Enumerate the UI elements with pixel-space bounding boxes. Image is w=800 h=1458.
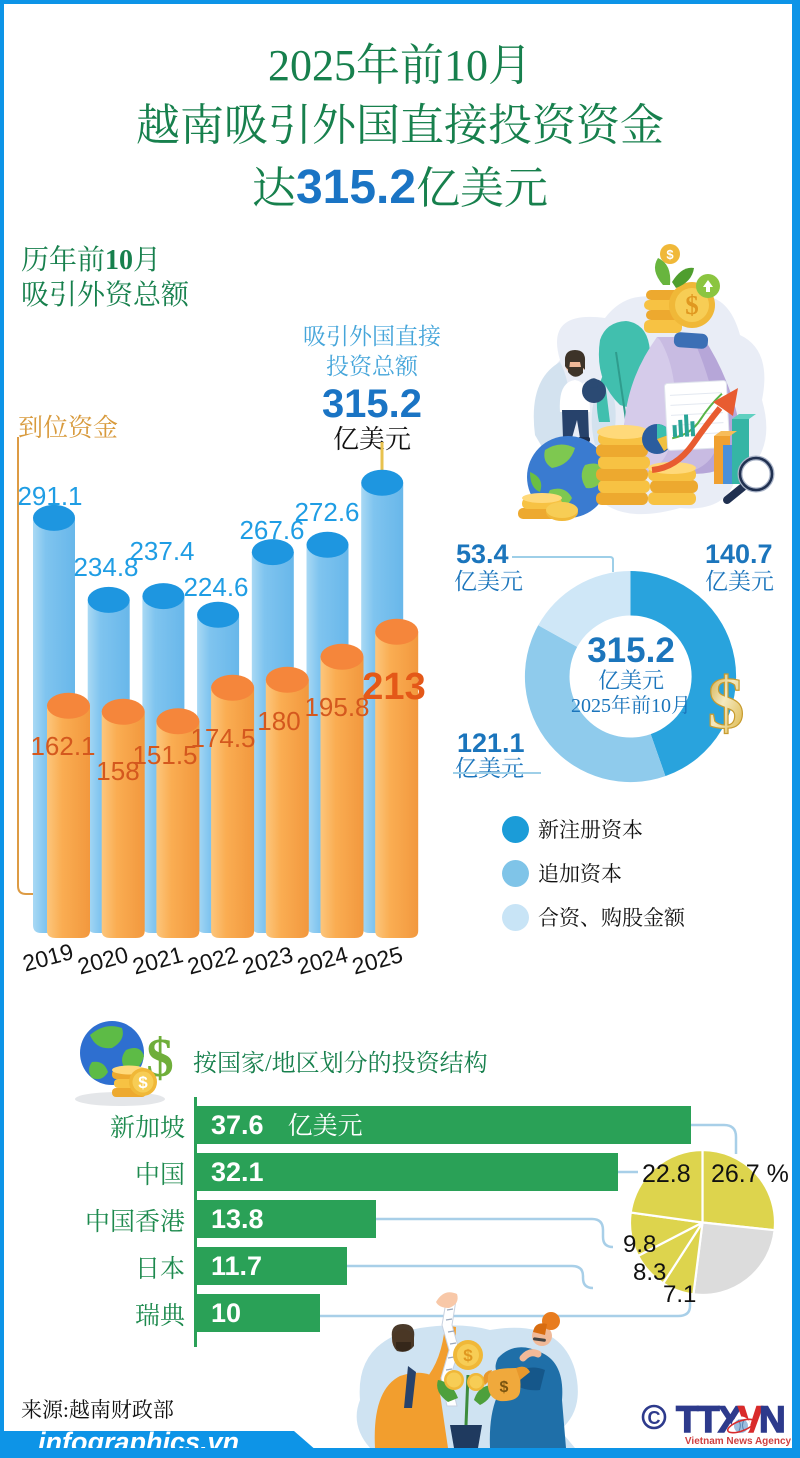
svg-text:C: C [648, 1408, 661, 1428]
svg-text:$: $ [138, 1073, 148, 1092]
svg-text:162.1: 162.1 [30, 731, 95, 761]
svg-text:2020: 2020 [75, 941, 131, 979]
svg-text:272.6: 272.6 [294, 497, 359, 527]
svg-text:213: 213 [362, 666, 425, 708]
svg-text:180: 180 [257, 706, 300, 736]
svg-text:T: T [697, 1399, 720, 1440]
svg-text:$: $ [708, 663, 745, 745]
svg-text:237.4: 237.4 [129, 536, 194, 566]
svg-text:$: $ [685, 290, 699, 320]
svg-text:195.8: 195.8 [304, 692, 369, 722]
svg-text:2019: 2019 [20, 938, 76, 976]
svg-text:2021: 2021 [130, 941, 186, 979]
svg-text:Vietnam News Agency: Vietnam News Agency [685, 1436, 792, 1447]
svg-text:$: $ [463, 1346, 473, 1365]
svg-text:T: T [676, 1399, 699, 1440]
svg-text:2023: 2023 [239, 941, 295, 979]
svg-text:2024: 2024 [294, 941, 350, 979]
svg-text:N: N [759, 1399, 786, 1440]
svg-text:$: $ [666, 247, 674, 262]
svg-text:158: 158 [96, 756, 139, 786]
svg-text:$: $ [500, 1379, 509, 1396]
svg-text:151.5: 151.5 [132, 740, 197, 770]
svg-text:234.8: 234.8 [73, 552, 138, 582]
svg-text:267.6: 267.6 [239, 515, 304, 545]
svg-text:2025: 2025 [349, 941, 405, 979]
svg-text:224.6: 224.6 [183, 572, 248, 602]
svg-text:174.5: 174.5 [190, 723, 255, 753]
svg-text:2022: 2022 [185, 941, 241, 979]
svg-text:291.1: 291.1 [17, 481, 82, 511]
